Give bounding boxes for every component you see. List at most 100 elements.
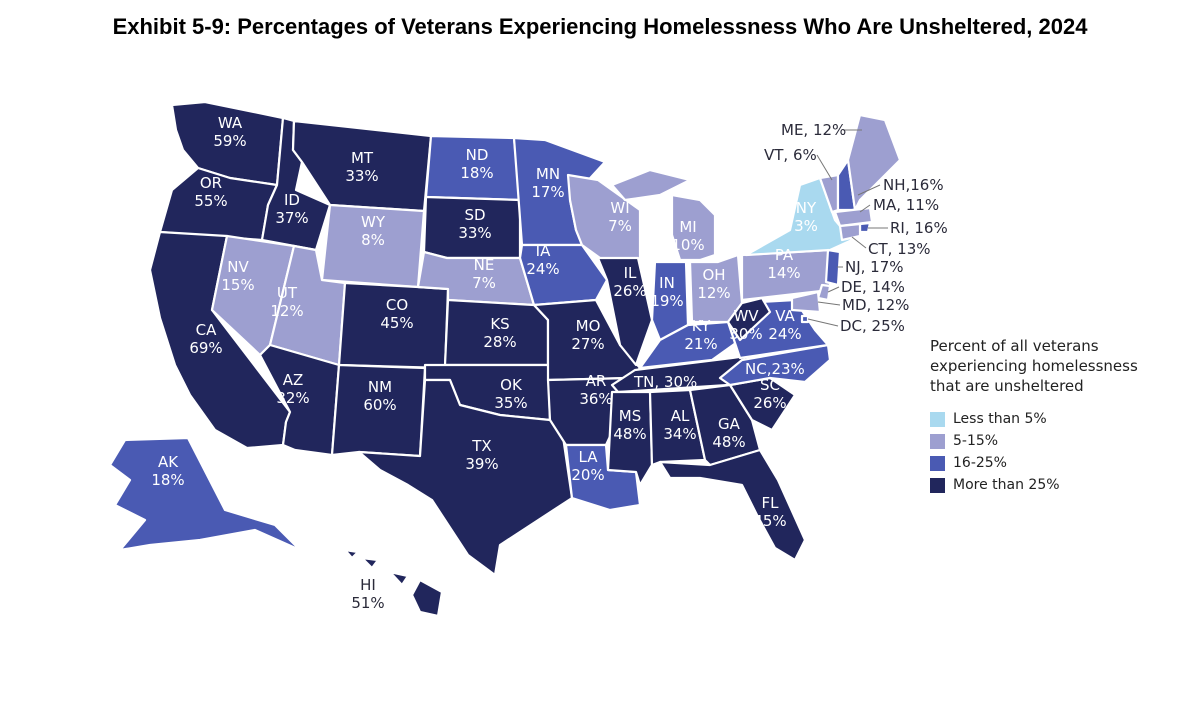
state-label-nd: ND — [466, 146, 489, 164]
state-value-mo: 27% — [571, 335, 604, 353]
state-label-al: AL — [671, 407, 690, 425]
state-fl — [658, 448, 807, 562]
state-label-or: OR — [200, 174, 222, 192]
state-value-ok: 35% — [494, 394, 527, 412]
state-label-nj: NJ, 17% — [845, 258, 904, 276]
legend-title: Percent of all veterans experiencing hom… — [930, 337, 1138, 395]
legend-item-16-25: 16-25% — [930, 452, 1180, 474]
leader-lines — [807, 129, 888, 327]
state-value-fl: 45% — [753, 512, 786, 530]
state-label-ak: AK — [158, 453, 179, 471]
state-value-co: 45% — [380, 314, 413, 332]
state-label-wv: WV — [733, 307, 759, 325]
state-label-id: ID — [284, 191, 300, 209]
state-value-nv: 15% — [221, 276, 254, 294]
state-label-fl: FL — [762, 494, 780, 512]
state-value-wa: 59% — [213, 132, 246, 150]
state-label-mn: MN — [536, 165, 560, 183]
state-label-mo: MO — [576, 317, 601, 335]
state-value-ky: 21% — [684, 335, 717, 353]
state-label-nv: NV — [227, 258, 249, 276]
state-dc — [800, 314, 810, 324]
state-value-in: 19% — [650, 292, 683, 310]
state-value-il: 26% — [613, 282, 646, 300]
leader-line-dc — [807, 318, 839, 327]
state-label-ok: OK — [500, 376, 523, 394]
legend-item-less-than-5: Less than 5% — [930, 408, 1180, 430]
leader-line-md — [817, 301, 841, 306]
state-label-md: MD, 12% — [842, 296, 909, 314]
state-label-ia: IA — [536, 242, 551, 260]
state-label-ma: MA, 11% — [873, 196, 939, 214]
state-label-ar: AR — [586, 372, 607, 390]
state-value-ne: 7% — [472, 274, 496, 292]
state-ma — [833, 206, 874, 228]
leader-line-ma — [859, 204, 871, 213]
state-il — [596, 256, 654, 367]
legend-label: 5-15% — [953, 433, 999, 449]
state-label-ga: GA — [718, 415, 741, 433]
legend-swatch — [930, 433, 945, 449]
state-label-tx: TX — [471, 437, 491, 455]
state-value-ks: 28% — [483, 333, 516, 351]
state-label-ny: NY — [796, 199, 817, 217]
states-layer — [108, 100, 902, 618]
state-la — [564, 443, 642, 512]
state-value-ga: 48% — [712, 433, 745, 451]
legend-item-more-than-25: More than 25% — [930, 474, 1180, 496]
state-value-sc: 26% — [753, 394, 786, 412]
state-value-ia: 24% — [526, 260, 559, 278]
legend-item-5-15: 5-15% — [930, 430, 1180, 452]
state-label-wi: WI — [610, 199, 629, 217]
state-value-ar: 36% — [579, 390, 612, 408]
state-label-nh: NH,16% — [883, 176, 944, 194]
state-nc — [718, 343, 832, 387]
state-label-ky: KY — [692, 317, 711, 335]
state-value-la: 20% — [571, 466, 604, 484]
state-value-ms: 48% — [613, 425, 646, 443]
labels-layer: WA59%OR55%CA69%ID37%NV15%MT33%WY8%UT12%A… — [151, 114, 947, 612]
state-label-ms: MS — [619, 407, 641, 425]
state-label-vt: VT, 6% — [764, 146, 817, 164]
state-label-oh: OH — [702, 266, 725, 284]
state-value-mt: 33% — [345, 167, 378, 185]
state-label-mt: MT — [351, 149, 374, 167]
state-value-va: 24% — [768, 325, 801, 343]
state-value-ut: 12% — [270, 302, 303, 320]
state-label-ks: KS — [490, 315, 509, 333]
state-label-tn: TN, 30% — [633, 373, 697, 391]
legend: Percent of all veterans experiencing hom… — [930, 336, 1180, 496]
state-value-wy: 8% — [361, 231, 385, 249]
state-hi — [343, 548, 444, 618]
state-ct — [838, 222, 862, 242]
state-label-va: VA — [775, 307, 795, 325]
leader-line-nh — [857, 184, 881, 196]
state-value-pa: 14% — [767, 264, 800, 282]
state-label-ri: RI, 16% — [890, 219, 948, 237]
state-value-ny: 3% — [794, 217, 818, 235]
state-value-wi: 7% — [608, 217, 632, 235]
state-label-wa: WA — [218, 114, 243, 132]
state-value-sd: 33% — [458, 224, 491, 242]
state-value-al: 34% — [663, 425, 696, 443]
legend-label: More than 25% — [953, 477, 1060, 493]
state-value-or: 55% — [194, 192, 227, 210]
state-label-co: CO — [386, 296, 408, 314]
legend-swatch — [930, 455, 945, 471]
state-value-tx: 39% — [465, 455, 498, 473]
state-value-hi: 51% — [351, 594, 384, 612]
state-value-nm: 60% — [363, 396, 396, 414]
state-label-dc: DC, 25% — [840, 317, 905, 335]
legend-label: Less than 5% — [953, 411, 1047, 427]
state-value-mn: 17% — [531, 183, 564, 201]
state-label-sc: SC — [760, 376, 780, 394]
state-mi — [610, 168, 717, 262]
state-value-ca: 69% — [189, 339, 222, 357]
state-al — [648, 388, 707, 467]
legend-swatch — [930, 477, 945, 493]
state-label-il: IL — [624, 264, 637, 282]
state-label-ca: CA — [196, 321, 217, 339]
state-label-ne: NE — [474, 256, 495, 274]
leader-line-vt — [816, 154, 833, 181]
state-ak — [108, 436, 302, 552]
